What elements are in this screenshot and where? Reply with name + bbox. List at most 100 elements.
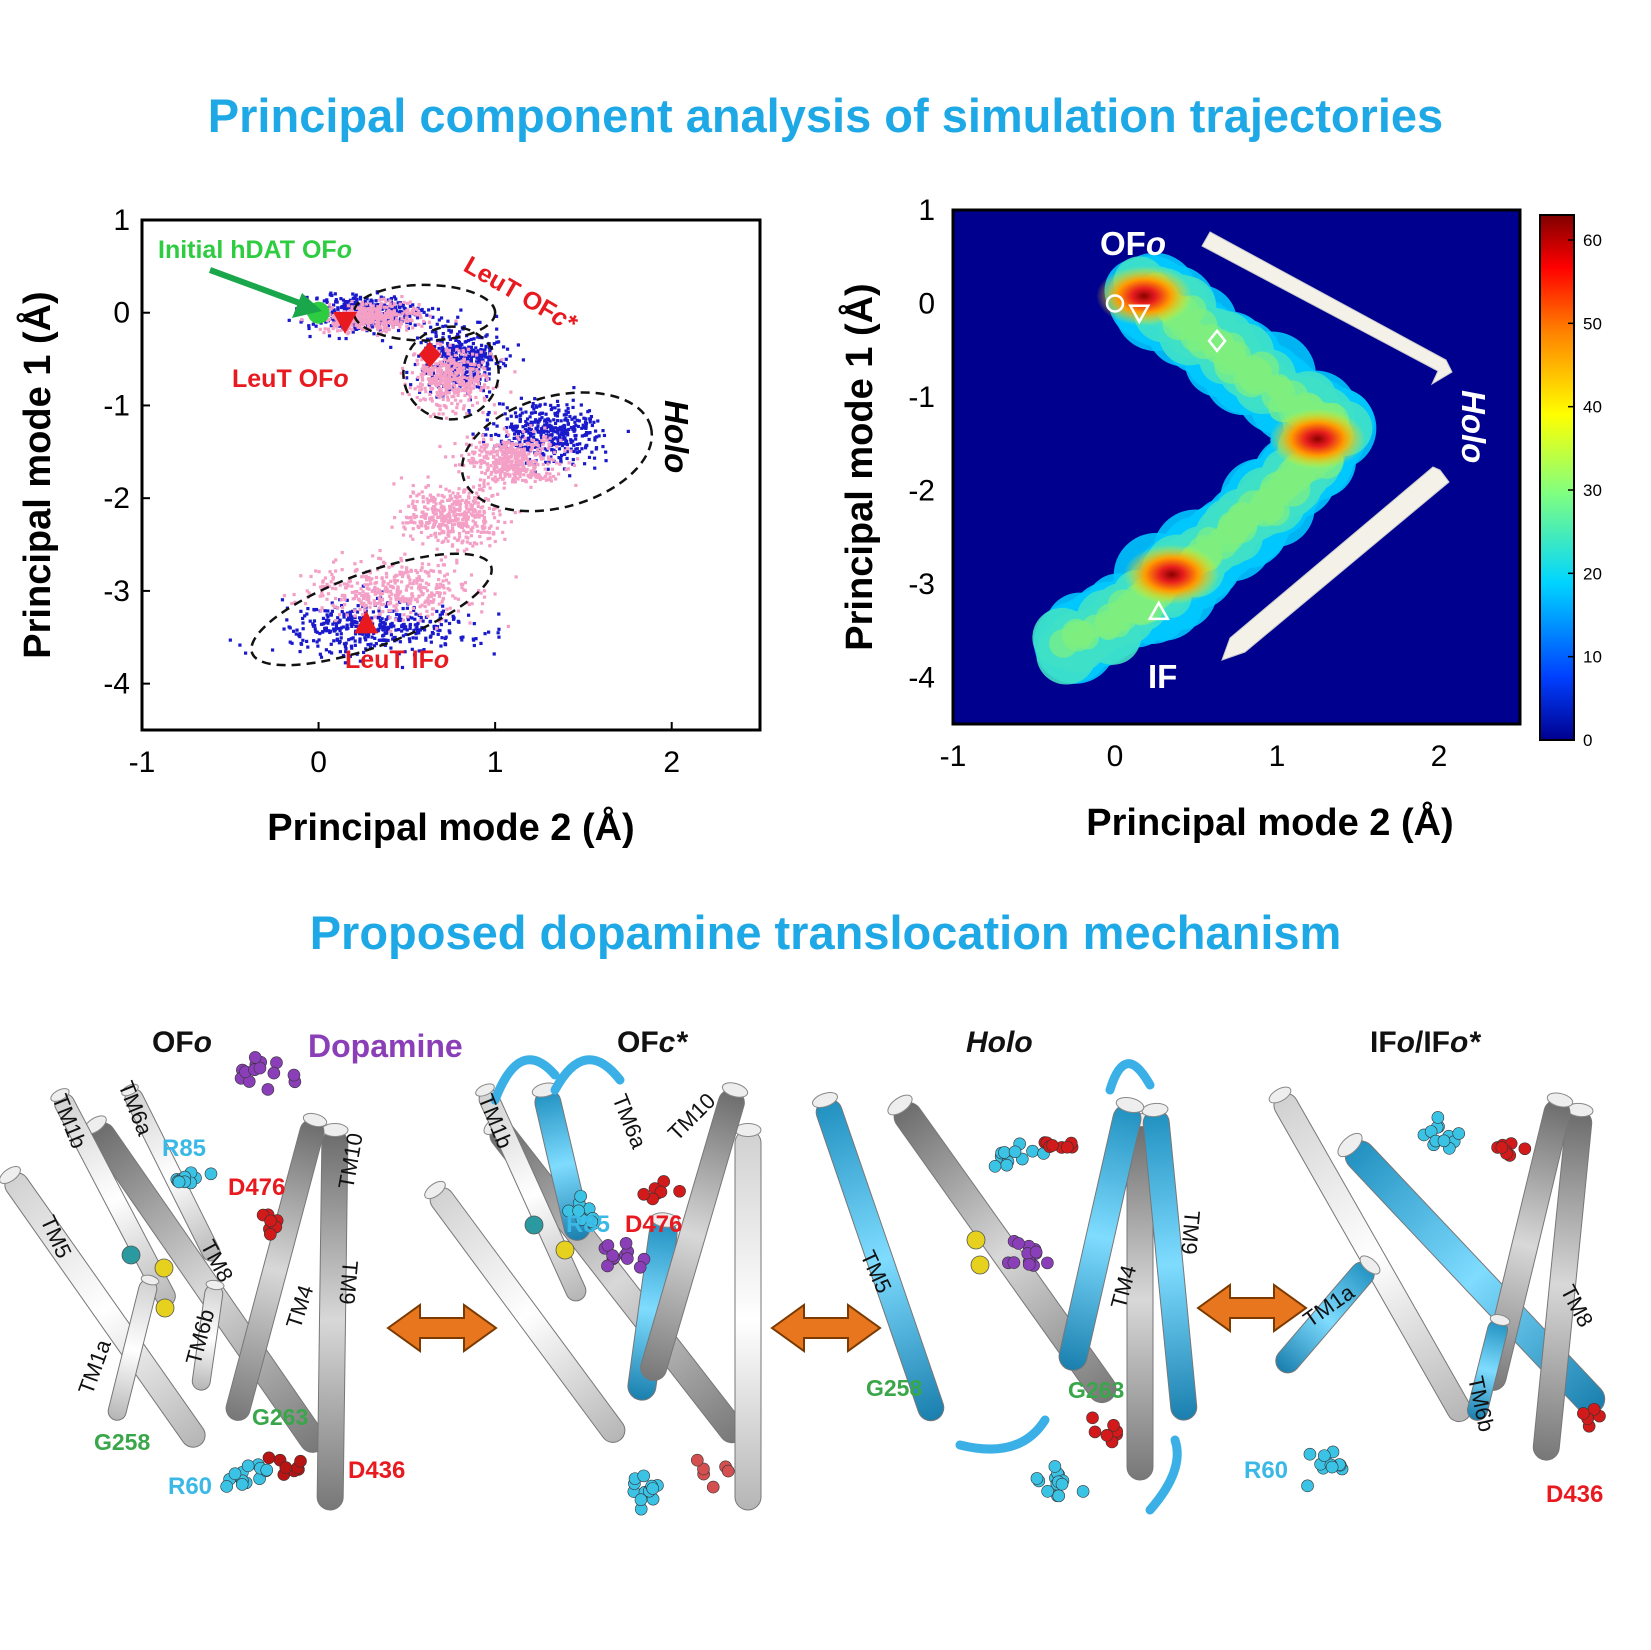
scatter-point	[458, 502, 463, 506]
d436-sticks-p2	[691, 1453, 735, 1494]
scatter-point	[346, 309, 350, 314]
initial-hdat-label: Initial hDAT OFo	[158, 236, 352, 264]
scatter-point	[401, 303, 405, 307]
scatter-point	[389, 589, 393, 593]
scatter-point	[406, 615, 410, 619]
scatter-point	[601, 444, 605, 449]
r60-sticks-p3-atom	[1052, 1489, 1066, 1503]
scatter-point	[361, 326, 365, 330]
scatter-point	[551, 426, 556, 430]
scatter-point	[536, 430, 541, 434]
scatter-point	[471, 499, 475, 503]
scatter-point	[501, 452, 505, 456]
scatter-point	[564, 428, 568, 432]
scatter-point	[498, 366, 502, 370]
scatter-point	[563, 418, 567, 422]
scatter-point	[392, 309, 397, 313]
scatter-point	[484, 445, 488, 449]
scatter-point	[565, 446, 569, 450]
scatter-point	[531, 401, 535, 406]
heatmap-y-tick-label: -1	[908, 381, 935, 414]
cluster-ellipse	[402, 325, 500, 421]
scatter-point	[427, 562, 431, 566]
scatter-point	[418, 588, 422, 592]
scatter-point	[497, 433, 501, 438]
scatter-point	[513, 510, 517, 515]
scatter-point	[407, 601, 411, 605]
scatter-point	[425, 313, 429, 317]
cluster-ellipse	[352, 283, 497, 342]
scatter-point	[404, 625, 408, 629]
scatter-point	[583, 446, 588, 450]
scatter-point	[494, 314, 499, 318]
scatter-point	[530, 405, 535, 409]
scatter-point	[494, 458, 498, 462]
scatter-point	[549, 428, 554, 433]
scatter-point	[558, 462, 562, 466]
scatter-point	[387, 565, 391, 569]
scatter-point	[558, 425, 562, 429]
dopamine-molecule-p3-atom	[1029, 1245, 1043, 1259]
scatter-point	[575, 418, 579, 422]
scatter-point	[361, 601, 365, 606]
scatter-point	[370, 616, 374, 620]
scatter-point	[288, 626, 292, 630]
r85-sticks-p4-atom	[1431, 1111, 1445, 1124]
r85-sticks-p3-atom	[998, 1146, 1011, 1159]
scatter-point	[389, 633, 394, 637]
scatter-point	[546, 430, 550, 434]
scatter-point	[460, 383, 464, 387]
scatter-point	[438, 354, 442, 358]
scatter-point	[382, 602, 386, 607]
scatter-point	[486, 456, 490, 460]
scatter-point	[386, 638, 390, 643]
scatter-point	[388, 321, 393, 325]
scatter-point	[334, 622, 339, 627]
scatter-point	[511, 424, 515, 429]
scatter-point	[504, 357, 508, 361]
scatter-point	[444, 347, 449, 351]
scatter-point	[414, 627, 418, 631]
scatter-point	[565, 442, 569, 447]
scatter-point	[469, 356, 474, 361]
tm6a-label-p1: TM6a	[113, 1078, 158, 1140]
scatter-point	[367, 598, 371, 602]
scatter-point	[562, 467, 567, 471]
scatter-point	[348, 613, 353, 617]
r60-sticks-p2-atom	[646, 1482, 660, 1495]
scatter-point	[436, 564, 440, 568]
scatter-point	[539, 427, 543, 431]
scatter-point	[401, 598, 405, 602]
scatter-point	[460, 498, 464, 502]
scatter-point	[562, 413, 566, 417]
scatter-point	[458, 504, 462, 508]
scatter-point	[346, 300, 350, 304]
scatter-point	[422, 321, 426, 325]
scatter-point	[361, 596, 366, 601]
scatter-point	[411, 595, 415, 599]
scatter-point	[529, 432, 533, 436]
scatter-point	[484, 395, 489, 399]
scatter-point	[523, 456, 528, 460]
scatter-point	[456, 357, 460, 361]
scatter-point	[405, 566, 409, 570]
scatter-point	[441, 579, 445, 583]
scatter-point	[549, 426, 553, 431]
scatter-point	[582, 416, 586, 420]
scatter-point	[476, 320, 480, 324]
scatter-point	[491, 386, 495, 390]
scatter-point	[404, 588, 409, 592]
scatter-point	[297, 633, 301, 638]
motion-arrow-tm4-p3	[1145, 1435, 1182, 1515]
scatter-point	[338, 628, 342, 633]
scatter-point	[514, 460, 518, 464]
scatter-point	[353, 321, 357, 325]
scatter-point	[556, 426, 560, 431]
scatter-point	[440, 393, 444, 397]
scatter-point	[487, 506, 492, 511]
scatter-point	[343, 644, 348, 649]
scatter-point	[482, 530, 486, 534]
scatter-point	[439, 512, 443, 516]
scatter-point	[511, 480, 515, 484]
